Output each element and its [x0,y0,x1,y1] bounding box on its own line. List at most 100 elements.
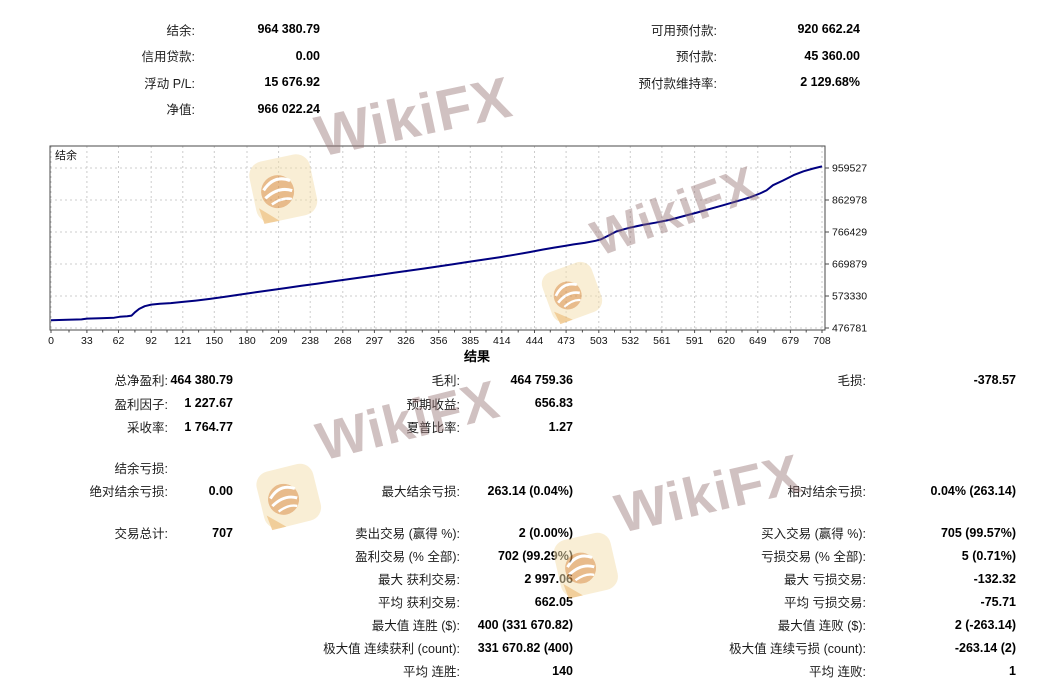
stat-label: 采收率: [127,421,168,436]
svg-text:385: 385 [462,335,480,347]
stat-label: 夏普比率: [406,421,460,436]
balance-chart: 476781 573330 669879 766429 862978 959527 0 33 6… [0,140,1059,352]
svg-text:33: 33 [81,335,93,347]
stat-value: -132.32 [973,571,1016,586]
stats-row: 盈利交易 (% 全部): 702 (99.29%) 亏损交易 (% 全部): 5 (0… [0,544,1059,567]
stat-value: 0.00 [295,48,320,63]
stat-value: 140 [552,663,573,678]
stat-label: 平均 亏损交易: [784,596,866,610]
stat-value: 705 (99.57%) [940,525,1016,540]
stat-label: 盈利因子: [114,397,168,412]
svg-text:959527: 959527 [832,163,867,175]
stat-label: 卖出交易 (赢得 %): [355,527,460,541]
stat-label: 极大值 连续获利 (count): [323,642,460,656]
stat-label: 毛利: [431,374,460,389]
stat-label: 可用预付款: [651,23,717,38]
stat-label: 最大值 连败 ($): [777,619,866,633]
stat-label: 盈利交易 (% 全部): [355,550,460,564]
stat-value: 656.83 [534,396,573,411]
stat-label: 预期收益: [406,397,460,412]
stat-value: -263.14 (2) [954,640,1016,655]
svg-text:573330: 573330 [832,291,867,303]
svg-text:532: 532 [622,335,640,347]
svg-text:121: 121 [174,335,192,347]
stat-label: 预付款维持率: [638,76,717,91]
stat-label: 平均 获利交易: [378,596,460,610]
stat-label: 买入交易 (赢得 %): [761,527,866,541]
svg-text:0: 0 [48,335,54,347]
stat-value: 707 [212,525,233,540]
svg-text:708: 708 [813,335,831,347]
svg-text:444: 444 [526,335,544,347]
profit-stats-block: 总净盈利: 464 380.79 毛利: 464 759.36 毛损: -378.57 盈利… [0,368,1059,439]
results-header: 结果 [463,349,490,364]
svg-text:238: 238 [301,335,319,347]
stat-value: 966 022.24 [257,101,320,116]
svg-text:561: 561 [653,335,671,347]
svg-text:326: 326 [397,335,415,347]
stat-label: 结余亏损: [114,461,168,476]
stat-label: 总净盈利: [114,374,168,389]
stat-value: 1.27 [548,419,573,434]
svg-text:62: 62 [113,335,125,347]
stats-row: 采收率: 1 764.77 夏普比率: 1.27 [0,415,1059,439]
stats-row: 最大 获利交易: 2 997.06 最大 亏损交易: -132.32 [0,567,1059,590]
results-section: 结果 总净盈利: 464 380.79 毛利: 464 759.36 毛损: -378.5… [0,346,1059,682]
stats-row: 最大值 连胜 ($): 400 (331 670.82) 最大值 连败 ($): 2 … [0,613,1059,636]
stat-label: 最大结余亏损: [381,485,460,500]
stat-value: 45 360.00 [804,48,860,63]
stat-value: 702 (99.29%) [497,548,573,563]
stat-label: 平均 连败: [809,665,866,679]
stat-label: 结余: [166,23,195,38]
svg-text:92: 92 [145,335,157,347]
svg-text:862978: 862978 [832,195,867,207]
svg-text:268: 268 [334,335,352,347]
stats-row: 浮动 P/L: 15 676.92 预付款维持率: 2 129.68% [0,69,1059,96]
stat-label: 预付款: [676,50,717,65]
svg-text:591: 591 [686,335,704,347]
stat-value: 0.00 [208,483,233,498]
stat-value: 0.04% (263.14) [930,483,1016,498]
stat-label: 最大值 连胜 ($): [371,619,460,633]
stats-row: 结余亏损: [0,456,1059,480]
drawdown-stats-block: 结余亏损: 绝对结余亏损: 0.00 最大结余亏损: 263.14 (0.04%) 相对结… [0,456,1059,503]
stat-value: 2 129.68% [800,75,860,90]
svg-text:620: 620 [717,335,735,347]
stat-value: 964 380.79 [257,22,320,37]
svg-text:150: 150 [206,335,224,347]
svg-text:476781: 476781 [832,323,867,335]
stats-row: 平均 连胜: 140 平均 连败: 1 [0,659,1059,682]
stat-value: 464 380.79 [170,372,233,387]
stat-value: 15 676.92 [264,75,320,90]
stat-label: 绝对结余亏损: [89,485,168,500]
stat-label: 最大 亏损交易: [784,573,866,587]
svg-text:669879: 669879 [832,259,867,271]
stat-value: 263.14 (0.04%) [487,483,573,498]
svg-text:679: 679 [782,335,800,347]
svg-text:414: 414 [493,335,511,347]
stat-value: 1 227.67 [184,396,233,411]
stat-value: 331 670.82 (400) [477,640,573,655]
stat-value: -378.57 [973,372,1016,387]
svg-text:209: 209 [270,335,288,347]
svg-text:473: 473 [557,335,575,347]
stat-value: 1 764.77 [184,419,233,434]
stat-value: 920 662.24 [797,22,860,37]
stat-label: 平均 连胜: [403,665,460,679]
stat-value: 400 (331 670.82) [477,617,573,632]
stat-value: 1 [1009,663,1016,678]
stats-row: 绝对结余亏损: 0.00 最大结余亏损: 263.14 (0.04%) 相对结余亏损: 0… [0,479,1059,503]
stat-label: 亏损交易 (% 全部): [761,550,866,564]
svg-text:356: 356 [430,335,448,347]
svg-text:180: 180 [238,335,256,347]
stats-row: 净值: 966 022.24 [0,96,1059,123]
stat-label: 相对结余亏损: [787,485,866,500]
stats-row: 总净盈利: 464 380.79 毛利: 464 759.36 毛损: -378.57 [0,368,1059,392]
stat-value: 5 (0.71%) [961,548,1016,563]
svg-text:649: 649 [749,335,767,347]
svg-text:结余: 结余 [55,148,77,162]
stats-row: 信用贷款: 0.00 预付款: 45 360.00 [0,43,1059,70]
stats-row: 平均 获利交易: 662.05 平均 亏损交易: -75.71 [0,590,1059,613]
stat-label: 最大 获利交易: [378,573,460,587]
